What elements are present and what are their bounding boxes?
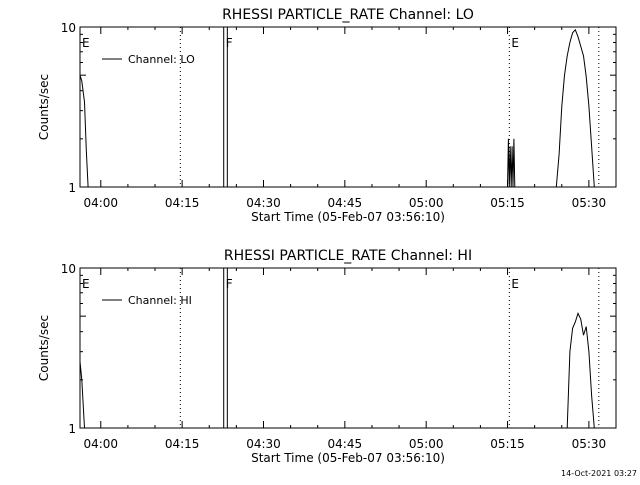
series-line xyxy=(555,28,595,188)
chart-title: RHESSI PARTICLE_RATE Channel: LO xyxy=(222,7,474,23)
x-tick-label: 04:45 xyxy=(328,437,363,451)
y-axis-label: Counts/sec xyxy=(37,74,51,140)
event-marker-label: E xyxy=(511,36,519,50)
y-tick-label: 10 xyxy=(61,262,76,276)
plot-frame xyxy=(79,267,617,429)
event-marker-label: E xyxy=(511,277,519,291)
x-tick-label: 05:30 xyxy=(572,437,607,451)
plot-frame xyxy=(79,26,617,188)
y-tick-label: 1 xyxy=(68,422,76,436)
chart-title: RHESSI PARTICLE_RATE Channel: HI xyxy=(224,248,472,264)
series-line xyxy=(79,361,85,429)
x-tick-label: 05:30 xyxy=(572,196,607,210)
x-tick-label: 05:00 xyxy=(409,437,444,451)
y-axis-label: Counts/sec xyxy=(37,315,51,381)
x-tick-label: 04:00 xyxy=(83,437,118,451)
x-tick-label: 05:15 xyxy=(490,196,525,210)
x-tick-label: 04:30 xyxy=(246,196,281,210)
series-line xyxy=(507,138,516,188)
event-marker-label: F xyxy=(226,36,233,50)
x-tick-label: 04:15 xyxy=(165,437,200,451)
event-marker-label: E xyxy=(82,277,90,291)
x-axis-label: Start Time (05-Feb-07 03:56:10) xyxy=(251,451,445,465)
x-tick-label: 04:45 xyxy=(328,196,363,210)
event-marker-label: E xyxy=(82,36,90,50)
series-line xyxy=(79,75,89,188)
y-tick-label: 1 xyxy=(68,181,76,195)
y-tick-label: 10 xyxy=(61,21,76,35)
x-axis-label: Start Time (05-Feb-07 03:56:10) xyxy=(251,210,445,224)
series-line xyxy=(566,312,595,429)
event-marker-label: F xyxy=(226,277,233,291)
x-tick-label: 05:15 xyxy=(490,437,525,451)
x-tick-label: 04:30 xyxy=(246,437,281,451)
x-tick-label: 04:15 xyxy=(165,196,200,210)
footer-timestamp: 14-Oct-2021 03:27 xyxy=(561,469,637,478)
legend-label: Channel: HI xyxy=(128,294,192,307)
legend-label: Channel: LO xyxy=(128,53,195,66)
panel-hi: RHESSI PARTICLE_RATE Channel: HI Counts/s… xyxy=(37,248,617,465)
x-tick-label: 05:00 xyxy=(409,196,444,210)
panel-lo: RHESSI PARTICLE_RATE Channel: LO Counts/s… xyxy=(37,7,617,224)
x-tick-label: 04:00 xyxy=(83,196,118,210)
